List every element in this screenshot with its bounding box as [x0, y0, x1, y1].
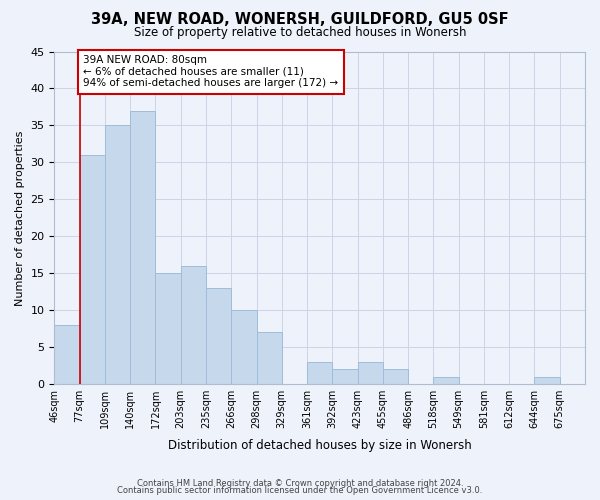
Bar — [206, 288, 231, 384]
Bar — [105, 126, 130, 384]
Bar — [231, 310, 257, 384]
Bar — [181, 266, 206, 384]
Text: 39A NEW ROAD: 80sqm
← 6% of detached houses are smaller (11)
94% of semi-detache: 39A NEW ROAD: 80sqm ← 6% of detached hou… — [83, 55, 338, 88]
Bar — [433, 377, 458, 384]
Y-axis label: Number of detached properties: Number of detached properties — [15, 130, 25, 306]
Bar — [332, 370, 358, 384]
Bar — [130, 110, 155, 384]
Bar — [358, 362, 383, 384]
Bar — [535, 377, 560, 384]
Text: Size of property relative to detached houses in Wonersh: Size of property relative to detached ho… — [134, 26, 466, 39]
Bar — [257, 332, 282, 384]
Bar — [307, 362, 332, 384]
Text: 39A, NEW ROAD, WONERSH, GUILDFORD, GU5 0SF: 39A, NEW ROAD, WONERSH, GUILDFORD, GU5 0… — [91, 12, 509, 28]
Bar — [55, 325, 80, 384]
X-axis label: Distribution of detached houses by size in Wonersh: Distribution of detached houses by size … — [168, 440, 472, 452]
Text: Contains HM Land Registry data © Crown copyright and database right 2024.: Contains HM Land Registry data © Crown c… — [137, 478, 463, 488]
Bar — [80, 155, 105, 384]
Text: Contains public sector information licensed under the Open Government Licence v3: Contains public sector information licen… — [118, 486, 482, 495]
Bar — [383, 370, 408, 384]
Bar — [155, 274, 181, 384]
